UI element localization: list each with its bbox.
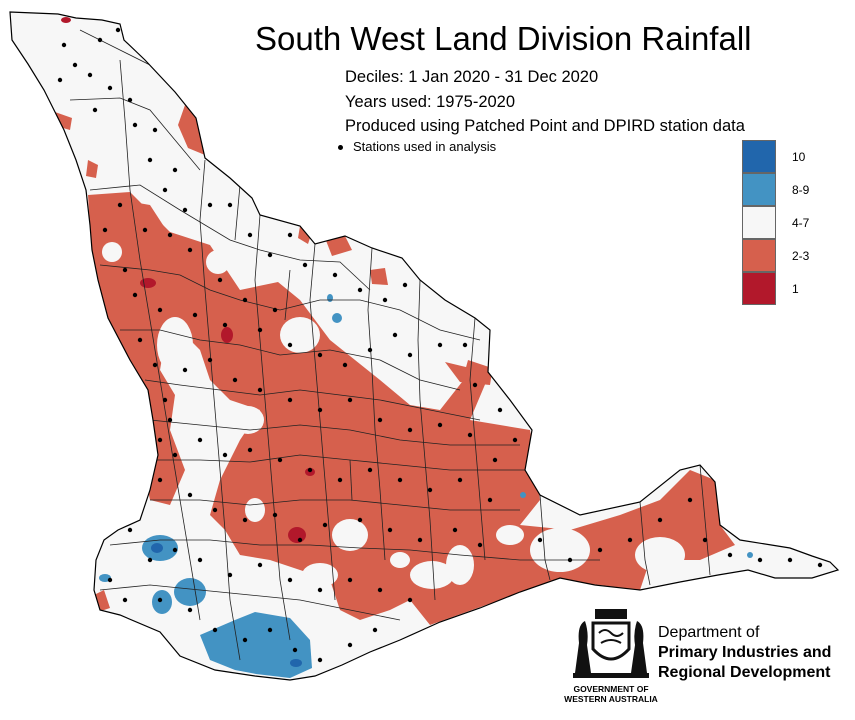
shire-boundaries (69, 29, 711, 661)
legend-label: 4-7 (792, 216, 810, 230)
data-source-note: Produced using Patched Point and DPIRD s… (345, 117, 745, 135)
legend-swatch (742, 272, 776, 305)
legend-item-10: 10 (742, 140, 852, 173)
department-line-2: Primary Industries and (658, 644, 832, 661)
legend-item-8-9: 8-9 (742, 173, 852, 206)
department-line-3: Regional Development (658, 664, 831, 681)
legend-swatch (742, 206, 776, 239)
legend-item-2-3: 2-3 (742, 239, 852, 272)
station-dot-icon (338, 145, 343, 151)
wa-coat-of-arms-icon (573, 609, 649, 678)
legend-item-1: 1 (742, 272, 852, 305)
department-name: Department of Primary Industries and Reg… (658, 623, 831, 683)
legend-swatch (742, 239, 776, 272)
government-line-1: GOVERNMENT OF (573, 684, 649, 694)
decile-10-zones (151, 543, 302, 667)
decile-legend: 10 8-9 4-7 2-3 1 (742, 140, 852, 305)
legend-label: 8-9 (792, 183, 810, 197)
decile-period: Deciles: 1 Jan 2020 - 31 Dec 2020 (345, 68, 599, 86)
station-dots (57, 27, 823, 663)
legend-label: 10 (792, 150, 806, 164)
stations-label: Stations used in analysis (353, 139, 497, 154)
stations-legend: Stations used in analysis (338, 139, 496, 154)
years-used: Years used: 1975-2020 (345, 93, 516, 111)
legend-label: 1 (792, 282, 799, 296)
coastline (9, 11, 840, 681)
legend-label: 2-3 (792, 249, 810, 263)
government-label: GOVERNMENT OF WESTERN AUSTRALIA (560, 684, 662, 704)
legend-item-4-7: 4-7 (742, 206, 852, 239)
map-title: South West Land Division Rainfall (255, 20, 752, 57)
legend-swatch (742, 140, 776, 173)
legend-swatch (742, 173, 776, 206)
department-line-1: Department of (658, 624, 760, 641)
government-line-2: WESTERN AUSTRALIA (564, 694, 658, 704)
